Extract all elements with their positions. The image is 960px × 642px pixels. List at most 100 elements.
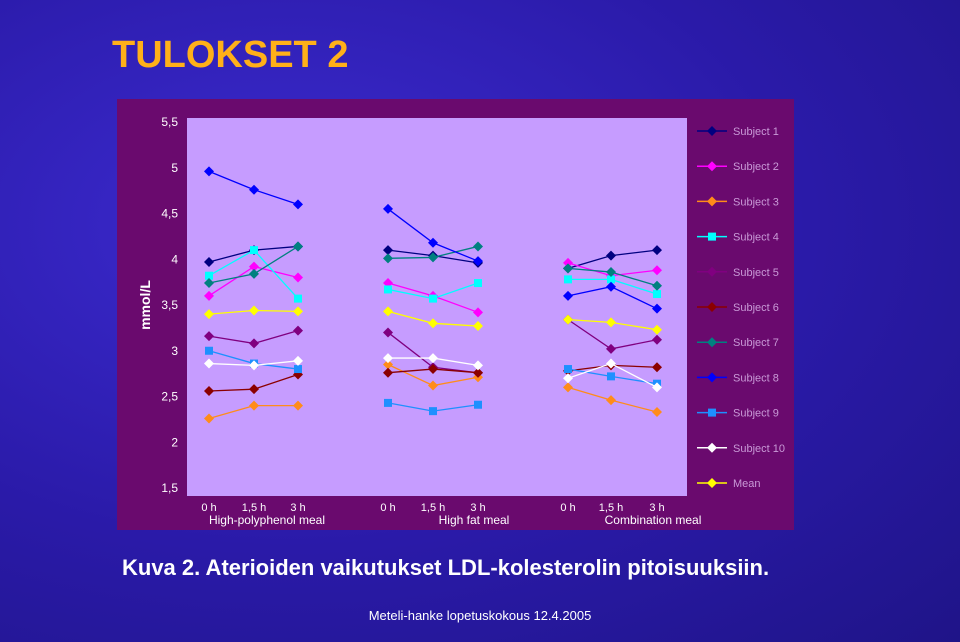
data-point [563,382,573,393]
legend-entry: Subject 6 [733,302,779,314]
data-point [653,290,661,299]
data-point [428,380,438,391]
x-tick-label: 1,5 h [421,502,445,514]
data-point [204,358,214,369]
data-point [249,184,259,195]
legend-entry: Mean [733,478,761,490]
y-axis-label: mmol/L [137,280,153,330]
data-point [293,199,303,210]
data-point [652,265,662,276]
data-point [249,338,259,349]
data-point [204,278,214,289]
data-point [607,275,615,284]
data-point [473,256,483,267]
group-label: Combination meal [605,513,702,527]
figure-caption: Kuva 2. Aterioiden vaikutukset LDL-koles… [122,555,770,580]
data-point [383,367,393,378]
data-point [606,343,616,354]
y-tick-label: 3,5 [161,298,178,312]
data-point [383,359,393,370]
data-point [564,365,572,374]
y-tick-label: 5,5 [161,115,178,129]
data-point [563,290,573,301]
data-point [428,252,438,263]
data-point [606,267,616,278]
group-label: High-polyphenol meal [209,513,325,527]
data-point [428,364,438,375]
y-tick-label: 4,5 [161,207,178,221]
y-tick-label: 5 [171,161,178,175]
data-point [294,294,302,303]
data-point [249,360,259,371]
data-point [563,257,573,268]
legend-entry: Subject 1 [733,126,779,138]
legend-marker [707,372,717,383]
data-point [249,268,259,279]
footer-text: Meteli-hanke lopetuskokous 12.4.2005 [368,608,592,623]
data-point [652,280,662,291]
data-point [473,321,483,332]
data-point [383,353,393,364]
data-point [383,327,393,338]
x-tick-label: 3 h [290,502,305,514]
data-point [249,261,259,272]
data-point [428,318,438,329]
data-point [204,331,214,342]
data-point [652,334,662,345]
legend-marker [707,337,717,348]
data-point [204,256,214,267]
data-point [606,395,616,406]
data-point [204,290,214,301]
x-tick-label: 0 h [560,502,575,514]
data-point [474,400,482,409]
data-point [383,306,393,317]
y-tick-label: 3 [171,344,178,358]
data-point [606,358,616,369]
data-point [606,281,616,292]
data-point [204,166,214,177]
legend-marker [707,126,717,136]
data-point [294,365,302,374]
data-point [293,355,303,366]
data-point [429,294,437,303]
plot-area [187,118,687,496]
data-point [383,203,393,214]
x-tick-label: 1,5 h [242,502,266,514]
data-point [249,400,259,411]
data-point [606,317,616,328]
x-tick-label: 3 h [649,502,664,514]
data-point [564,275,572,284]
data-point [652,245,662,256]
legend-entry: Subject 3 [733,196,779,208]
data-point [250,246,258,255]
legend-marker [707,442,717,453]
data-point [204,413,214,424]
data-point [205,271,213,280]
y-tick-label: 1,5 [161,481,178,495]
y-tick-label: 2,5 [161,390,178,404]
data-point [204,309,214,320]
data-point [652,303,662,314]
legend-entry: Subject 4 [733,232,779,244]
legend-entry: Subject 5 [733,267,779,279]
legend-marker [707,302,717,312]
legend-entry: Subject 9 [733,408,779,420]
data-point [293,325,303,336]
data-point [563,263,573,274]
data-point [293,400,303,411]
legend-entry: Subject 7 [733,337,779,349]
data-point [204,386,214,397]
data-point [293,241,303,252]
data-point [429,407,437,416]
data-point [563,373,573,384]
legend-marker [707,478,717,488]
x-tick-label: 1,5 h [599,502,623,514]
data-point [473,360,483,371]
data-point [652,382,662,393]
data-point [428,237,438,248]
data-point [652,362,662,373]
data-point [428,353,438,364]
data-point [473,307,483,318]
